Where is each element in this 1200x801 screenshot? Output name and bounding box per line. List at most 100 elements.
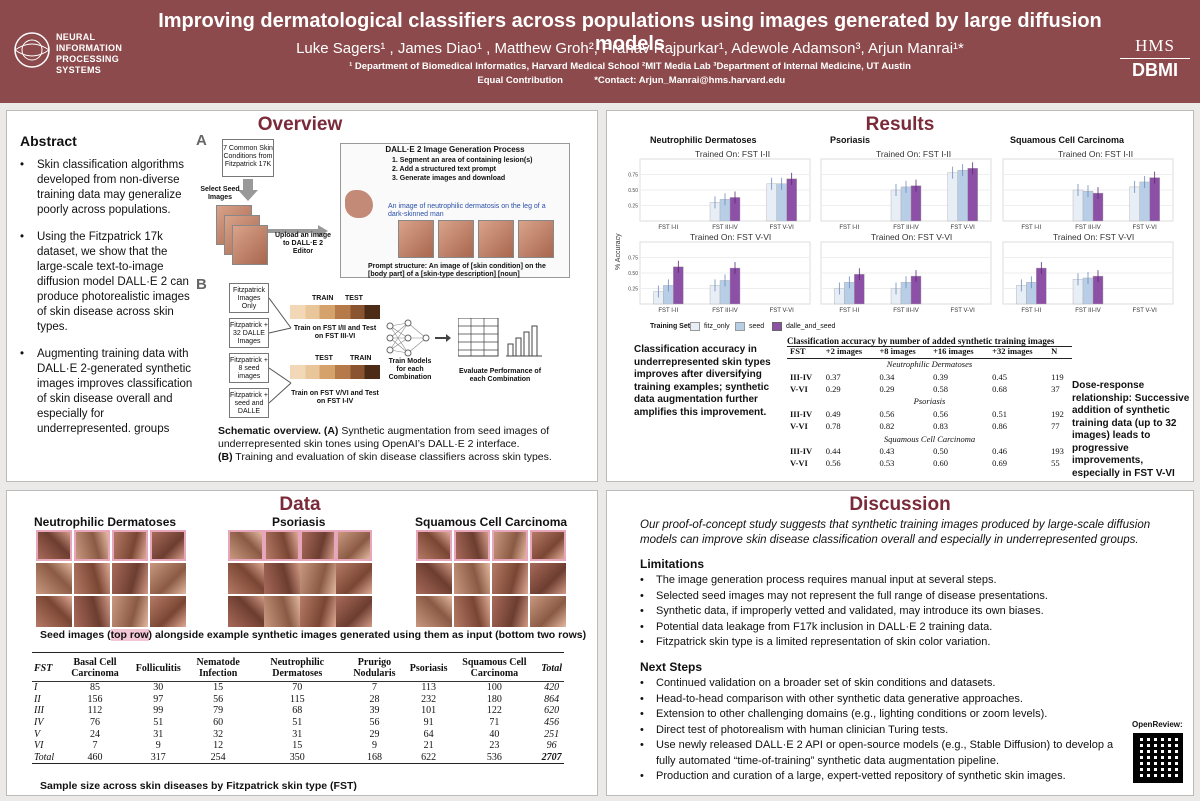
qr-code-icon[interactable] <box>1133 733 1183 783</box>
header-banner: NEURAL INFORMATION PROCESSING SYSTEMS Im… <box>0 0 1200 103</box>
chart-panel: FST I-II FST III-IV FST V-VI <box>1002 158 1174 231</box>
chart-panel: FST I-II FST III-IV FST V-VI <box>820 158 992 231</box>
table-cell: 0.53 <box>879 458 895 469</box>
skin-image <box>74 563 110 594</box>
y-tick-label: 0.75 <box>628 173 638 179</box>
table-cell: 15 <box>213 682 224 694</box>
table-cell: 0.50 <box>933 445 948 456</box>
table-header-row: FST +2 images +8 images +16 images +32 image… <box>787 345 1072 358</box>
legend-swatch-seed <box>735 322 745 331</box>
table-header-cell: +2 images <box>825 346 863 357</box>
equal-contribution: Equal Contribution <box>474 75 563 86</box>
skin-image <box>74 530 110 561</box>
table-cell: II <box>34 693 41 705</box>
test-label: TEST <box>315 355 333 362</box>
table-cell: 0.68 <box>992 383 1007 394</box>
skin-image <box>454 563 490 594</box>
table-cell: 0.43 <box>879 445 895 456</box>
table-cell: 122 <box>486 705 502 717</box>
table-cell: 99 <box>153 705 164 717</box>
skin-image <box>36 596 72 627</box>
table-cell: 317 <box>150 751 166 763</box>
discussion-title: Discussion <box>849 494 951 515</box>
split-1-label: Train on FST I/II and Test on FST III-VI <box>293 325 377 340</box>
table-cell: 24 <box>90 728 100 740</box>
seed-caption-post: ) alongside example synthetic images gen… <box>148 629 587 641</box>
caption-bold: Schematic overview. (A) <box>218 425 339 437</box>
upload-label: Upload an image to DALL·E 2 Editor <box>274 232 331 255</box>
table-cell: 0.78 <box>825 421 841 432</box>
table-cell: 29 <box>369 728 380 740</box>
contribution-line: Equal Contribution *Contact: Arjun_Manra… <box>140 75 1120 86</box>
legend-title: Training Set <box>650 323 691 330</box>
table-cell: 115 <box>289 693 305 705</box>
x-tick-label: FST I-II <box>1021 308 1041 314</box>
table-cell: V <box>34 728 41 740</box>
seed-caption: Seed images (top row) alongside example … <box>40 629 586 641</box>
x-tick-label: FST III-IV <box>712 225 738 231</box>
table-cell: 71 <box>489 716 500 728</box>
sample-size-table: FST Basal Cell Carcinoma Folliculitis Nemat… <box>32 655 564 764</box>
table-row: III 112 99 79 68 39 101 122 620 <box>32 705 564 717</box>
skin-image <box>228 563 264 594</box>
affiliations: ¹ Department of Biomedical Informatics, … <box>349 61 911 72</box>
test-label: TEST <box>345 295 363 302</box>
table-header-cell: +8 images <box>879 346 916 357</box>
limitation-item: Fitzpatrick skin type is a limited repre… <box>640 635 1180 651</box>
table-cell: 0.56 <box>933 408 948 419</box>
trained-on-title: Trained On: FST V-VI <box>871 232 953 242</box>
table-cell: 0.56 <box>825 458 841 469</box>
next-step-item: Use newly released DALL·E 2 API or open-… <box>640 738 1125 769</box>
seed-caption-highlight: top row <box>110 629 149 641</box>
data-disease-title: Neutrophilic Dermatoses <box>34 515 177 529</box>
label-a: A <box>196 132 207 149</box>
table-row: II 156 97 56 115 28 232 180 864 <box>32 693 564 705</box>
abstract-item: Augmenting training data with DALL·E 2-g… <box>20 347 196 437</box>
table-cell: 15 <box>292 740 303 752</box>
generated-image <box>518 220 554 258</box>
neural-network-icon <box>386 319 430 357</box>
table-cell: 180 <box>486 693 502 705</box>
process-step: 3. Generate images and download <box>392 175 506 182</box>
contact: *Contact: Arjun_Manrai@hms.harvard.edu <box>594 75 786 86</box>
split-2-label: Train on FST V/VI and Test on FST I-IV <box>291 390 379 405</box>
caption-b: Training and evaluation of skin disease … <box>232 451 552 463</box>
table-cell: 0.58 <box>933 383 948 394</box>
table-cell: 0.44 <box>825 445 841 456</box>
x-tick-label: FST I-II <box>658 225 678 231</box>
bar <box>1149 177 1160 222</box>
table-cell: 7 <box>371 682 377 694</box>
next-step-item: Extension to other challenging domains (… <box>640 707 1125 723</box>
table-cell: 12 <box>213 740 224 752</box>
generated-image <box>438 220 474 258</box>
skin-image <box>74 596 110 627</box>
table-row: V-VI 0.56 0.53 0.60 0.69 55 <box>787 457 1072 469</box>
table-group-label: Squamous Cell Carcinoma <box>883 433 976 444</box>
skin-image <box>492 596 528 627</box>
skin-image <box>416 563 452 594</box>
table-cell: 21 <box>423 740 434 752</box>
process-step: 2. Add a structured text prompt <box>392 166 496 173</box>
caption-a: Synthetic augmentation from seed images … <box>218 425 550 450</box>
table-row: III-IV 0.44 0.43 0.50 0.46 193 <box>787 445 1072 457</box>
skin-image <box>264 596 300 627</box>
skin-image <box>530 596 566 627</box>
y-tick-label: 0.50 <box>628 271 638 277</box>
table-row: V-VI 0.29 0.29 0.58 0.68 37 <box>787 383 1072 395</box>
hms-logo-text: HMS <box>1135 36 1175 55</box>
table-header-cell: Squamous Cell Carcinoma <box>449 655 540 682</box>
table-cell: 156 <box>87 693 103 705</box>
table-cell: 37 <box>1051 383 1060 394</box>
skin-tone-strip <box>290 305 380 319</box>
table-header-cell: FST <box>32 655 57 682</box>
table-top-rule <box>32 652 564 653</box>
training-set-box: Fitzpatrick + seed and DALLE <box>229 388 269 418</box>
hms-dbmi-logo: HMS DBMI <box>1120 36 1190 81</box>
table-cell: 70 <box>292 682 303 694</box>
skin-image <box>150 596 186 627</box>
trained-on-title: Trained On: FST I-II <box>876 149 952 159</box>
next-step-item: Production and curation of a large, expe… <box>640 769 1125 785</box>
table-cell: 85 <box>90 682 100 694</box>
limitation-item: The image generation process requires ma… <box>640 573 1180 589</box>
table-cell: 193 <box>1051 445 1064 456</box>
